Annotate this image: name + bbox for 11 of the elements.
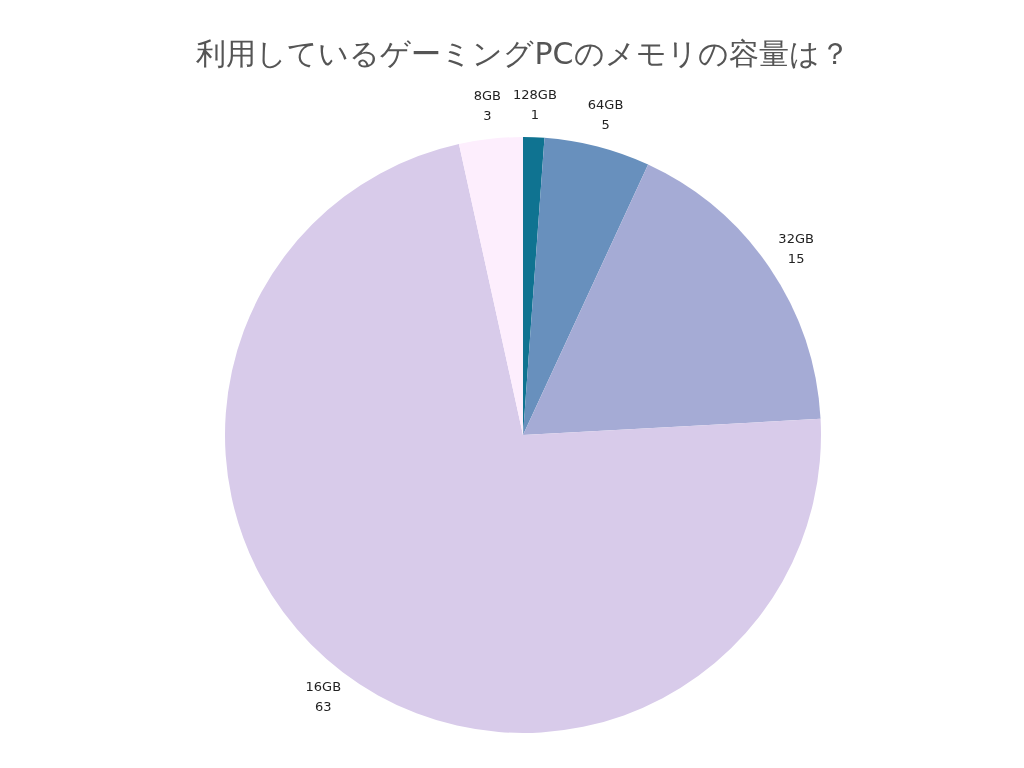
slice-label: 8GB bbox=[473, 88, 501, 104]
data-label: 15 bbox=[787, 251, 805, 267]
data-label: 3 bbox=[483, 108, 492, 124]
chart-title: 利用しているゲーミングPCのメモリの容量は？ bbox=[196, 35, 850, 71]
slice-label: 16GB bbox=[305, 679, 342, 695]
data-label: 5 bbox=[601, 116, 610, 132]
data-label: 63 bbox=[315, 699, 332, 715]
slice-label: 128GB bbox=[513, 86, 557, 102]
data-label: 1 bbox=[530, 106, 540, 122]
slice-label: 64GB bbox=[587, 96, 624, 112]
slice-label: 32GB bbox=[778, 231, 814, 247]
